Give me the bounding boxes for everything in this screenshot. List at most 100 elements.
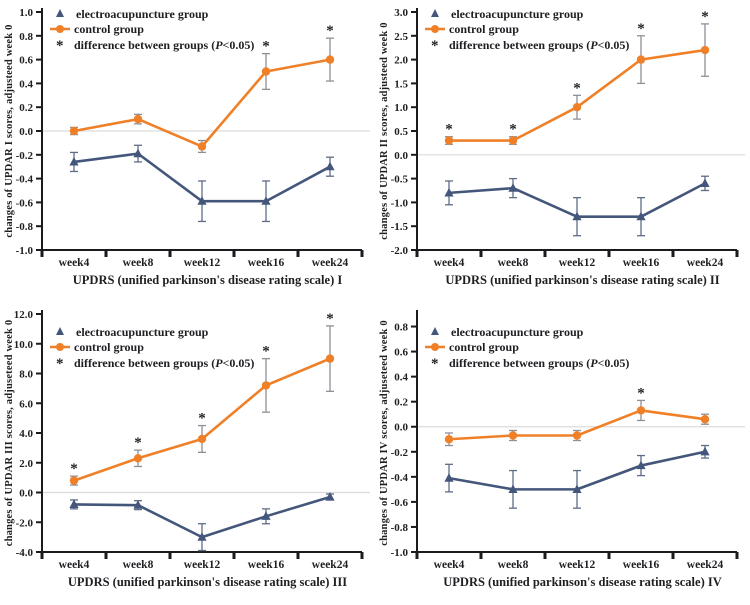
y-tick-label: 0.4 — [19, 78, 33, 90]
y-tick-label: 0.5 — [394, 126, 408, 138]
y-tick-label: 0.2 — [394, 397, 408, 409]
chart-updrs-4: 0.8 0.6 0.4 0.2 0.0 -0.2 -0.4 -0.6 -0.8 -1.0 week4… — [391, 310, 745, 571]
x-category-label: week8 — [123, 559, 154, 571]
marker-circle — [508, 136, 518, 145]
legend-triangle-icon — [56, 327, 64, 335]
marker-circle — [444, 136, 454, 145]
legend-asterisk-icon: * — [431, 356, 439, 372]
y-tick-label: 0.8 — [394, 322, 408, 334]
x-category-label: week8 — [123, 257, 154, 269]
significance-asterisk: * — [262, 344, 270, 360]
y-tick-label: -2.0 — [391, 245, 409, 257]
y-tick-label: 10.0 — [14, 339, 34, 351]
marker-triangle — [572, 211, 582, 221]
y-tick-label: -4.0 — [16, 547, 34, 559]
marker-circle — [133, 454, 143, 463]
x-category-label: week24 — [312, 559, 349, 571]
legend-triangle-icon — [56, 9, 64, 17]
marker-circle — [572, 103, 582, 112]
marker-circle — [700, 45, 710, 55]
legend-ea-label: electroacupuncture group — [76, 325, 209, 339]
y-tick-label: 0.8 — [19, 31, 33, 43]
y-tick-label: -0.4 — [16, 174, 34, 186]
marker-triangle — [636, 460, 646, 470]
y-tick-label: -0.5 — [391, 174, 409, 186]
marker-circle — [261, 67, 271, 76]
y-tick-label: 0.6 — [19, 55, 33, 67]
marker-triangle — [69, 499, 79, 508]
y-tick-label: 0.0 — [394, 150, 408, 162]
legend-asterisk-icon: * — [56, 356, 64, 372]
legend-control-label: control group — [449, 22, 519, 36]
marker-triangle — [636, 211, 646, 221]
x-category-label: week8 — [498, 559, 529, 571]
y-tick-label: 1.0 — [19, 7, 33, 19]
significance-asterisk: * — [326, 311, 334, 327]
y-tick-label: 2.0 — [19, 458, 33, 470]
x-category-label: week16 — [248, 257, 285, 269]
significance-asterisk: * — [134, 435, 142, 451]
y-tick-label: 0.0 — [19, 126, 33, 138]
panel-updrs-2: changes of UPDAR II scores, adjusteed we… — [375, 0, 750, 302]
marker-triangle — [444, 473, 454, 482]
marker-triangle — [325, 161, 335, 171]
legend-sig-label: difference between groups (P<0.05) — [74, 356, 254, 370]
x-category-label: week16 — [623, 559, 660, 571]
legend-circle-icon — [431, 25, 439, 33]
marker-circle — [636, 55, 646, 64]
significance-asterisk: * — [637, 385, 645, 401]
x-axis-label-updrs-3: UPDRS (unified parkinson's disease ratin… — [67, 575, 348, 589]
y-tick-label: -0.6 — [391, 497, 409, 509]
legend-circle-icon — [431, 343, 439, 351]
x-category-label: week12 — [184, 559, 221, 571]
legend-sig-label: difference between groups (P<0.05) — [74, 38, 254, 52]
x-category-label: week24 — [687, 559, 724, 571]
panel-updrs-1: changes of UPDAR I scores, adjusteed wee… — [0, 0, 375, 302]
marker-triangle — [700, 178, 710, 187]
marker-circle — [636, 406, 646, 415]
significance-asterisk: * — [445, 122, 453, 138]
y-tick-label: -0.6 — [16, 197, 34, 209]
legend-asterisk-icon: * — [431, 38, 439, 54]
marker-triangle — [572, 484, 582, 493]
panel-updrs-4: changes of UPDAR IV scores, adjuseteed w… — [375, 302, 750, 605]
y-tick-label: 0.6 — [394, 347, 408, 359]
marker-triangle — [444, 187, 454, 197]
y-tick-label: 8.0 — [19, 369, 33, 381]
y-tick-label: -2.0 — [16, 517, 34, 529]
chart-updrs-2: 3.0 2.5 2.0 1.5 1.0 0.5 0.0 -0.5 -1.0 -1.5 -2.0 wee… — [391, 7, 745, 269]
x-category-label: week12 — [184, 257, 221, 269]
y-tick-label: 3.0 — [394, 7, 408, 19]
marker-circle — [325, 55, 335, 64]
x-category-label: week24 — [687, 257, 724, 269]
x-category-label: week16 — [248, 559, 285, 571]
x-category-label: week4 — [59, 257, 90, 269]
legend-ea-label: electroacupuncture group — [451, 325, 584, 339]
y-tick-label: -1.0 — [391, 547, 409, 559]
legend-ea-label: electroacupuncture group — [451, 7, 584, 21]
legend-triangle-icon — [431, 9, 439, 17]
marker-triangle — [197, 532, 207, 541]
y-tick-label: 2.5 — [394, 31, 408, 43]
marker-circle — [572, 431, 582, 440]
significance-asterisk: * — [262, 39, 270, 55]
y-tick-label: 2.0 — [394, 55, 408, 67]
x-category-label: week4 — [434, 559, 465, 571]
x-axis-label-updrs-4: UPDRS (unified parkinson's disease ratin… — [443, 575, 722, 589]
y-tick-label: 1.5 — [394, 78, 408, 90]
y-tick-label: -0.8 — [391, 522, 409, 534]
y-tick-label: 6.0 — [19, 398, 33, 410]
y-tick-label: 0.0 — [19, 488, 33, 500]
marker-triangle — [508, 484, 518, 493]
marker-triangle — [261, 511, 271, 520]
y-tick-label: -0.4 — [391, 472, 409, 484]
significance-asterisk: * — [70, 461, 78, 477]
y-tick-label: 4.0 — [19, 428, 33, 440]
marker-triangle — [197, 196, 207, 205]
marker-triangle — [133, 148, 143, 158]
marker-circle — [508, 431, 518, 440]
y-tick-label: 0.4 — [394, 372, 408, 384]
marker-triangle — [261, 196, 271, 205]
x-category-label: week24 — [312, 257, 349, 269]
